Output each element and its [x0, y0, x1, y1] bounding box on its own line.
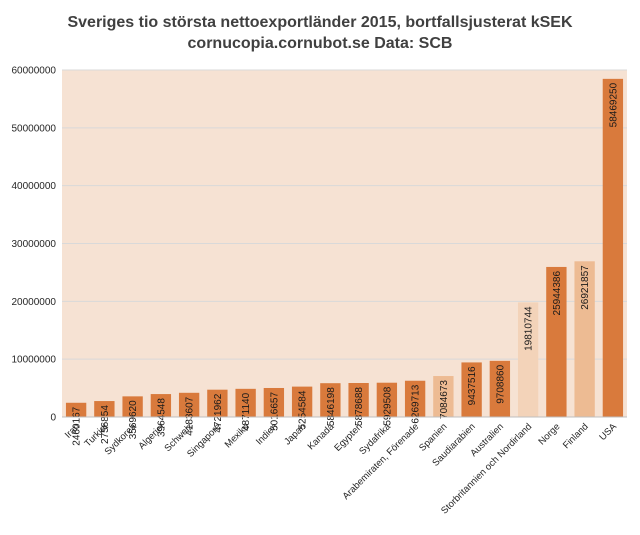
- bar-value-label: 4721962: [213, 393, 224, 432]
- x-tick-label: Mexiko: [223, 421, 252, 450]
- x-tick-label: Indien: [254, 421, 280, 447]
- bar: [263, 387, 285, 417]
- bar-value-label: 9437516: [467, 366, 478, 405]
- bar: [546, 266, 567, 417]
- bar-value-label: 2756854: [100, 405, 111, 444]
- bar-value-label: 9708860: [495, 364, 506, 403]
- bar-value-label: 4871140: [241, 392, 252, 431]
- gridlines: [62, 69, 627, 360]
- bar: [178, 392, 200, 417]
- x-tick-label: Finland: [561, 421, 591, 451]
- y-tick-label: 50000000: [12, 123, 57, 134]
- bar: [94, 401, 115, 417]
- bar: [433, 376, 454, 417]
- bar: [150, 394, 172, 417]
- bar-value-label: 26921857: [580, 265, 591, 310]
- bar-value-label: 3569620: [128, 400, 139, 439]
- y-tick-label: 40000000: [12, 181, 57, 192]
- bar-value-label: 5929508: [382, 386, 393, 425]
- x-tick-label: Kanada: [306, 421, 337, 452]
- bar: [376, 382, 398, 417]
- bar: [602, 78, 624, 417]
- y-tick-label: 0: [50, 413, 56, 424]
- chart-title-block: Sveriges tio största nettoexportländer 2…: [0, 12, 640, 54]
- bar-value-label: 2460167: [72, 406, 83, 445]
- x-tick-label: Norge: [536, 421, 562, 447]
- bar-value-label: 6269713: [411, 384, 422, 423]
- bars: [65, 78, 624, 417]
- bar-value-label: 7084673: [439, 380, 450, 419]
- bar: [207, 389, 228, 417]
- bar: [291, 386, 313, 417]
- x-axis-ticks: Iran TurkietSydkoreaAlgerietSchweizSingap…: [63, 421, 620, 517]
- y-tick-label: 60000000: [12, 66, 57, 77]
- bar-value-label: 58469250: [608, 82, 619, 127]
- bar: [517, 302, 539, 417]
- y-axis-ticks: 0 10000000 20000000 30000000 40000000 5000000…: [12, 66, 57, 424]
- bar: [320, 383, 341, 417]
- bar-value-label: 5254584: [298, 390, 309, 429]
- bar: [574, 261, 595, 417]
- bar-value-label: 5016657: [269, 392, 280, 431]
- chart-subtitle: cornucopia.cornubot.se Data: SCB: [187, 35, 453, 52]
- bar-value-label: 5846198: [326, 387, 337, 426]
- bar: [489, 360, 511, 417]
- y-tick-label: 30000000: [12, 239, 57, 250]
- bar: [461, 362, 482, 417]
- bar-value-label: 19810744: [524, 306, 535, 351]
- y-tick-label: 10000000: [12, 355, 57, 366]
- bar: [65, 402, 87, 417]
- x-tick-label: USA: [597, 421, 619, 443]
- bar-value-label: 5878688: [354, 387, 365, 426]
- bar: [235, 388, 256, 417]
- x-tick-label: Japan: [282, 421, 308, 447]
- y-tick-label: 20000000: [12, 297, 57, 308]
- bar-value-label: 25944386: [552, 271, 563, 316]
- bar: [348, 383, 369, 417]
- chart-title: Sveriges tio största nettoexportländer 2…: [67, 14, 573, 31]
- bar: [122, 396, 143, 417]
- bar-value-label: 4183607: [185, 396, 196, 435]
- bar: [404, 380, 426, 417]
